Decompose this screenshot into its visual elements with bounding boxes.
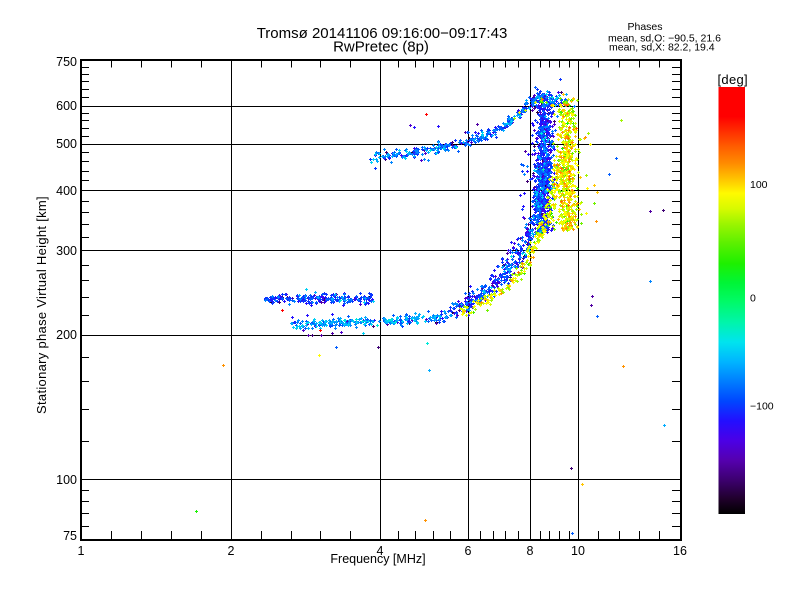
svg-text:750: 750 (56, 55, 77, 69)
svg-text:Stationary phase Virtual Heigh: Stationary phase Virtual Height [km] (34, 196, 49, 414)
svg-text:Phases: Phases (627, 21, 662, 33)
svg-text:mean, sd,O: −90.5, 21.6: mean, sd,O: −90.5, 21.6 (608, 33, 721, 45)
svg-text:Tromsø 20141106 09:16:00−09:17: Tromsø 20141106 09:16:00−09:17:43 (257, 25, 508, 42)
svg-text:Frequency [MHz]: Frequency [MHz] (330, 552, 425, 566)
svg-text:16: 16 (673, 544, 687, 558)
svg-text:mean, sd,X: 82.2, 19.4: mean, sd,X: 82.2, 19.4 (609, 42, 715, 54)
svg-text:6: 6 (465, 544, 472, 558)
svg-text:−100: −100 (750, 401, 774, 413)
svg-text:75: 75 (63, 529, 77, 543)
svg-text:4: 4 (377, 544, 384, 558)
svg-text:300: 300 (56, 244, 77, 258)
svg-text:RwPretec (8p): RwPretec (8p) (333, 39, 429, 56)
svg-text:100: 100 (750, 179, 768, 191)
svg-text:1: 1 (78, 544, 85, 558)
svg-text:10: 10 (571, 544, 585, 558)
svg-text:100: 100 (56, 473, 77, 487)
svg-text:200: 200 (56, 328, 77, 342)
svg-text:0: 0 (750, 293, 756, 305)
svg-text:400: 400 (56, 184, 77, 198)
svg-text:8: 8 (527, 544, 534, 558)
svg-text:600: 600 (56, 99, 77, 113)
svg-text:500: 500 (56, 137, 77, 151)
svg-text:2: 2 (228, 544, 235, 558)
svg-text:[deg]: [deg] (718, 72, 748, 87)
